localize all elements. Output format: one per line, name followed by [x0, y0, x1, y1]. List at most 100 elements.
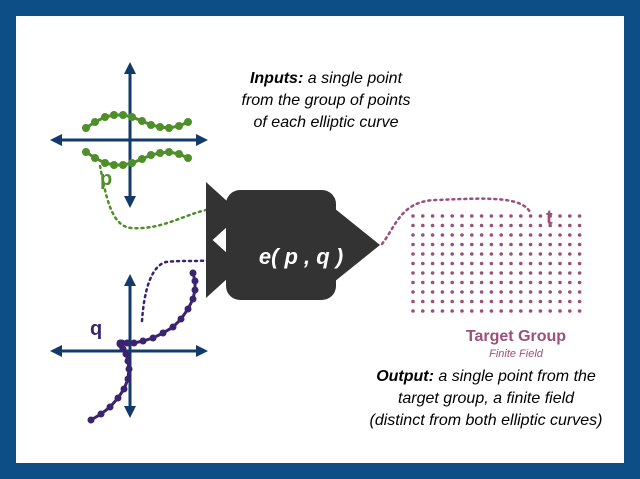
- curve-q-bead: [125, 365, 133, 373]
- target-field-dot: [450, 309, 455, 313]
- target-field-dot: [538, 261, 543, 266]
- connector-p: [98, 164, 208, 230]
- target-field-dot: [479, 242, 484, 247]
- target-field-dot: [440, 233, 445, 237]
- curve-p-lower-bead: [156, 149, 164, 157]
- target-field-dot: [577, 261, 582, 266]
- target-field-dot: [499, 214, 504, 218]
- target-field-dot: [499, 252, 504, 256]
- target-field-dot: [528, 309, 533, 313]
- target-field-dot: [558, 252, 562, 256]
- target-field-dot: [411, 261, 415, 266]
- pairing-function-label: e( p , q ): [258, 244, 344, 269]
- target-field-dot: [470, 299, 474, 304]
- target-field-dot: [548, 242, 552, 247]
- target-field-dot: [528, 299, 533, 304]
- target-field-dot: [421, 261, 425, 266]
- target-field-dot: [519, 261, 523, 266]
- target-field-dot: [568, 261, 572, 266]
- target-field-dot: [577, 214, 582, 218]
- target-field-dot: [499, 309, 504, 313]
- target-field-dot: [577, 271, 582, 275]
- curve-q-bead: [124, 375, 132, 383]
- target-field-dot: [489, 309, 494, 313]
- target-field-dot: [430, 299, 435, 304]
- curve-q-bead: [191, 286, 199, 294]
- target-field-dot: [421, 233, 425, 237]
- target-field-dot: [470, 214, 474, 218]
- target-field-dot: [568, 223, 572, 228]
- axes-q: [50, 274, 208, 418]
- target-field-dot: [440, 290, 445, 294]
- target-field-dot: [440, 242, 445, 247]
- target-field-dot: [440, 280, 445, 285]
- target-field-dot: [538, 214, 543, 218]
- target-field-dot: [450, 233, 455, 237]
- target-field-dot: [430, 280, 435, 285]
- target-field-dot: [499, 223, 504, 228]
- target-field-dot: [489, 223, 494, 228]
- target-field-dot: [558, 280, 562, 285]
- target-field-dot: [577, 223, 582, 228]
- curve-p-lower-bead: [175, 150, 183, 158]
- target-field-dot: [489, 214, 494, 218]
- target-field-dot: [519, 290, 523, 294]
- target-field-dot: [450, 280, 455, 285]
- curve-p-upper-bead: [128, 113, 136, 121]
- target-field-dot: [411, 242, 415, 247]
- curve-p-lower-bead: [119, 161, 127, 169]
- target-field-dot: [470, 309, 474, 313]
- point-t-label: t: [546, 207, 553, 229]
- point-q-label: q: [90, 318, 103, 340]
- target-field-dot: [519, 233, 523, 237]
- target-field-dot: [450, 261, 455, 266]
- curve-q-bead: [169, 323, 177, 331]
- target-field-dot: [558, 299, 562, 304]
- target-field-dot: [538, 290, 543, 294]
- target-field-dot: [568, 280, 572, 285]
- target-field-dot: [509, 309, 513, 313]
- target-field-dot: [411, 299, 415, 304]
- target-field-dot: [450, 242, 455, 247]
- target-field-dot: [577, 309, 582, 313]
- curve-p-lower-bead: [101, 159, 109, 167]
- target-field-dot: [568, 299, 572, 304]
- target-field-dot: [421, 290, 425, 294]
- point-p-label: p: [100, 168, 113, 190]
- target-field-dot: [519, 271, 523, 275]
- pairing-function-box: [206, 182, 380, 300]
- target-field-dot: [558, 223, 562, 228]
- target-field-dot: [509, 252, 513, 256]
- target-field-dot: [479, 299, 484, 304]
- target-field-dot: [519, 242, 523, 247]
- target-field-dot: [558, 271, 562, 275]
- target-field-dot: [548, 290, 552, 294]
- target-field-dot: [577, 242, 582, 247]
- target-field-dot: [440, 252, 445, 256]
- target-field-dot: [430, 271, 435, 275]
- target-field-dot: [450, 299, 455, 304]
- curve-q-bead: [189, 295, 197, 303]
- target-field-dot: [479, 290, 484, 294]
- target-field-dot: [538, 271, 543, 275]
- target-field-dot: [519, 280, 523, 285]
- target-field-dot: [558, 242, 562, 247]
- target-field-dot: [489, 299, 494, 304]
- target-field-dot: [470, 223, 474, 228]
- target-field-dot: [421, 214, 425, 218]
- target-field-dot: [460, 261, 464, 266]
- target-field-dot: [548, 280, 552, 285]
- connector-q: [140, 258, 212, 323]
- target-field-dot: [489, 280, 494, 285]
- inputs-description: Inputs: a single point from the group of …: [241, 70, 411, 131]
- target-field-dot: [460, 214, 464, 218]
- target-field-dot: [430, 233, 435, 237]
- target-field-dot: [411, 309, 415, 313]
- curve-q-bead: [87, 416, 95, 424]
- target-field-dot: [558, 290, 562, 294]
- target-field-dot: [421, 309, 425, 313]
- target-field-dot: [479, 261, 484, 266]
- curve-p-lower-bead: [165, 148, 173, 156]
- curve-q-bead: [184, 305, 192, 313]
- target-field-dot: [538, 280, 543, 285]
